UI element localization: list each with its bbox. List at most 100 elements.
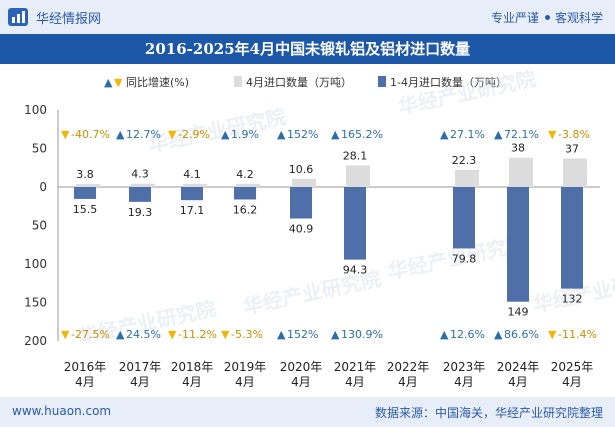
legend-month-swatch [234,76,242,87]
month-bar [76,184,100,187]
month-value-label: 28.1 [343,149,368,162]
yoy-up-icon: ▲ [440,328,449,341]
x-tick-year: 2016年 [64,360,107,374]
x-tick-month: 4月 [235,375,255,389]
x-tick-label: 2016年 4月 [64,360,107,389]
yoy-down-icon: ▼ [61,128,70,141]
cum-value-label: 15.5 [73,203,98,216]
x-tick-year: 2025年 [551,360,594,374]
site-name: 华经情报网 [36,12,102,27]
cum-value-label: 40.9 [289,222,314,235]
month-bar [236,183,260,187]
yoy-month-label: 72.1% [504,128,539,141]
cum-bar [181,187,203,201]
yoy-up-icon: ▲ [277,128,286,141]
slogan: 专业严谨 客观科学 [491,9,603,26]
top-bar: 华经情报网 专业严谨 客观科学 [0,0,615,34]
cum-value-label: 79.8 [452,252,477,265]
y-tick-label: 50 [32,142,47,156]
month-value-label: 22.3 [452,154,477,167]
chart-title: 2016-2025年4月中国未锻轧铝及铝材进口数量 [0,34,615,64]
cum-value-label: 17.1 [180,204,205,217]
cum-bar [453,187,475,249]
cum-bar [507,187,529,302]
data-labels: 3.815.5▼ -40.7%▼ -27.5%4.319.3▲ 12.7%▲ 24.5%… [61,128,597,341]
month-value-label: 4.1 [183,168,201,181]
cum-value-label: 94.3 [343,264,368,277]
month-bar [509,157,533,187]
x-tick-year: 2024年 [497,360,540,374]
watermark-text: 华经产业研究院 [396,66,538,119]
footer-url: www.huaon.com [12,404,112,418]
cum-bar [561,187,583,289]
slogan-right: 客观科学 [554,11,603,25]
x-tick-label: 2022年 4月 [387,360,430,389]
logo-icon [8,8,28,26]
yoy-month-label: 165.2% [341,128,383,141]
x-tick-label: 2025年 4月 [551,360,594,389]
yoy-month-label: 27.1% [450,128,485,141]
yoy-cum-label: -11.2% [178,328,217,341]
yoy-up-icon: ▲ [277,328,286,341]
x-tick-label: 2017年 4月 [119,360,162,389]
yoy-down-icon: ▼ [548,328,557,341]
x-tick-month: 4月 [562,375,582,389]
yoy-up-icon: ▲ [440,128,449,141]
chart-svg: ▲ ▼ 同比增速(%) 4月进口数量（万吨） 1-4月进口数量（万吨） 华经产业研究院华… [24,66,615,389]
month-value-label: 37 [565,143,579,156]
yoy-month-label: 12.7% [126,128,161,141]
month-value-label: 3.8 [76,168,94,181]
cum-bar [234,187,256,200]
yoy-up-icon: ▲ [331,128,340,141]
cum-value-label: 16.2 [233,203,258,216]
yoy-down-icon: ▼ [61,328,70,341]
legend-yoy-label: 同比增速(%) [126,75,189,89]
yoy-up-icon: ▲ [221,128,230,141]
x-tick-year: 2017年 [119,360,162,374]
y-tick-label: 50 [32,219,47,233]
yoy-cum-label: 152% [287,328,318,341]
x-tick-label: 2024年 4月 [497,360,540,389]
y-tick-label: 0 [39,180,47,194]
yoy-month-label: -3.8% [558,128,590,141]
x-tick-year: 2018年 [171,360,214,374]
x-tick-label: 2023年 4月 [443,360,486,389]
x-tick-month: 4月 [291,375,311,389]
y-tick-label: 100 [24,103,47,117]
data-source: 数据来源：中国海关，华经产业研究院整理 [374,406,603,420]
yoy-cum-label: 130.9% [341,328,383,341]
yoy-month-label: 152% [287,128,318,141]
yoy-down-icon: ▼ [548,128,557,141]
month-value-label: 38 [511,142,525,155]
month-value-label: 4.2 [236,168,254,181]
x-tick-month: 4月 [182,375,202,389]
month-bar [183,183,207,187]
yoy-cum-label: -5.3% [231,328,263,341]
x-tick-label: 2021年 4月 [334,360,377,389]
cum-value-label: 19.3 [128,206,153,219]
yoy-up-icon: ▲ [116,328,125,341]
x-tick-month: 4月 [345,375,365,389]
month-bar [455,169,479,187]
y-tick-label: 150 [24,296,47,310]
cum-value-label: 132 [562,293,583,306]
legend-cum-swatch [378,76,386,87]
cum-bar [290,187,312,219]
yoy-up-icon: ▲ [116,128,125,141]
yoy-cum-label: -11.4% [558,328,597,341]
yoy-down-icon: ▼ [168,328,177,341]
x-tick-year: 2020年 [280,360,323,374]
yoy-cum-label: 24.5% [126,328,161,341]
x-tick-year: 2019年 [224,360,267,374]
legend-cum-label: 1-4月进口数量（万吨） [390,76,507,89]
x-tick-year: 2021年 [334,360,377,374]
cum-bar [129,187,151,202]
month-bar [563,158,587,187]
yoy-cum-label: 86.6% [504,328,539,341]
watermark-text: 华经产业研究院 [76,296,218,349]
yoy-up-icon: ▲ [494,328,503,341]
cum-bar [74,187,96,199]
month-bar [131,183,155,187]
